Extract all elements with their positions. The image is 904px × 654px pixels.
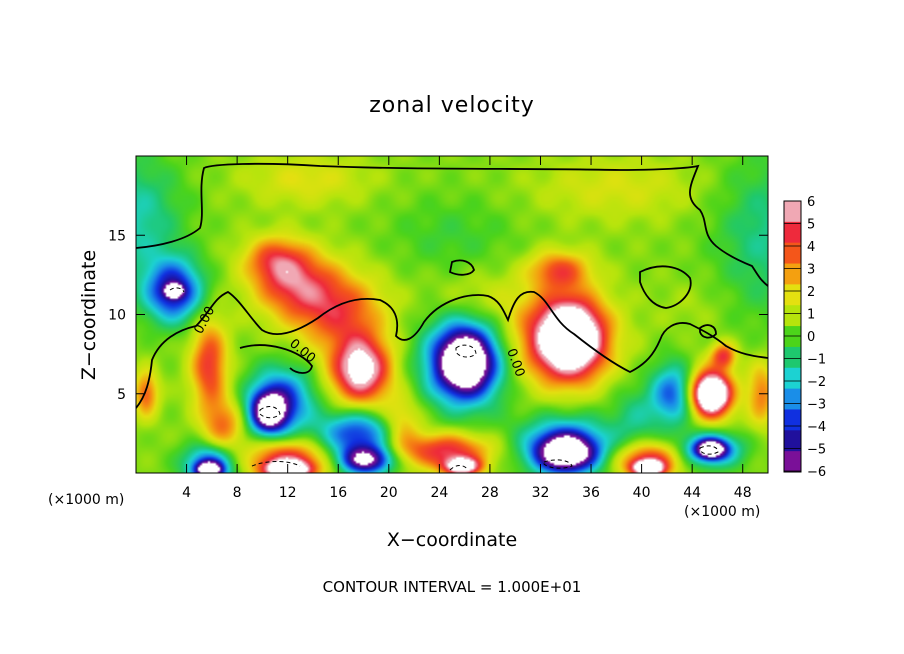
x-tick-label: 12 [279, 485, 297, 501]
velocity-field-image [136, 156, 768, 473]
colorbar: 6 5 4 3 2 1 0 −1 −2 −3 −4 −5 −6 [783, 195, 826, 480]
colorbar-tick-label: −4 [807, 420, 826, 435]
contour-zero-loop-2 [639, 265, 692, 309]
x-tick-label: 4 [182, 485, 191, 501]
zero-contours [136, 162, 768, 471]
colorbar-swatch [784, 305, 801, 327]
contour-negative-2 [455, 344, 477, 358]
colorbar-swatch [784, 409, 801, 431]
contour-zero-loop-3 [699, 324, 717, 339]
chart-title: zonal velocity [369, 93, 535, 118]
contour-zero-upper [136, 162, 768, 287]
colorbar-swatch [784, 221, 801, 244]
colorbar-swatch [784, 367, 801, 390]
contour-negative-3 [699, 445, 719, 455]
contour-interval-note: CONTOUR INTERVAL = 1.000E+01 [323, 578, 582, 596]
colorbar-tick-label: 4 [807, 240, 815, 255]
contour-zero-loop-1 [448, 259, 475, 276]
contour-zero-lower-left [136, 290, 768, 409]
y-axis-label: Z−coordinate [78, 250, 100, 380]
y-tick-label: 10 [108, 308, 126, 324]
x-tick-label: 32 [532, 485, 550, 501]
x-tick-label: 16 [329, 485, 347, 501]
colorbar-swatch [784, 201, 801, 223]
colorbar-swatch [784, 326, 801, 348]
y-tick-label: 15 [108, 228, 126, 244]
x-axis-label: X−coordinate [387, 529, 517, 551]
colorbar-tick-label: 5 [807, 218, 815, 233]
colorbar-swatch [784, 242, 801, 265]
x-tick-label: 40 [633, 485, 651, 501]
colorbar-swatch [784, 263, 801, 285]
contour-negative-1 [259, 406, 281, 419]
x-axis-ticks: 4 8 12 16 20 24 28 32 36 40 44 48 [182, 156, 752, 501]
colorbar-tick-label: 0 [807, 330, 815, 345]
contour-negative-4 [543, 459, 573, 469]
contour-negative-7 [169, 287, 185, 293]
colorbar-swatch [784, 284, 801, 306]
colorbar-tick-label: −1 [807, 353, 826, 368]
colorbar-swatch [784, 430, 801, 452]
contour-negative-5 [251, 461, 301, 467]
x-tick-label: 48 [734, 485, 752, 501]
colorbar-swatch [784, 451, 801, 473]
x-axis-unit: (×1000 m) [684, 504, 760, 520]
colorbar-swatch [784, 346, 801, 369]
colorbar-swatch [784, 388, 801, 410]
x-tick-label: 36 [582, 485, 600, 501]
colorbar-tick-label: −5 [807, 443, 826, 458]
plot-area: 0.00 0.00 0.00 4 8 12 16 20 24 28 32 36 40 44 48 51… [108, 155, 769, 501]
x-tick-label: 20 [380, 485, 398, 501]
x-tick-label: 44 [683, 485, 701, 501]
colorbar-tick-label: 1 [807, 308, 815, 323]
colorbar-tick-label: −3 [807, 398, 826, 413]
x-tick-label: 8 [233, 485, 242, 501]
contour-zero-loop-4 [239, 344, 313, 374]
colorbar-tick-label: −2 [807, 375, 826, 390]
x-tick-label: 24 [430, 485, 448, 501]
x-tick-label: 28 [481, 485, 499, 501]
y-tick-label: 5 [117, 387, 126, 403]
y-axis-unit: (×1000 m) [48, 492, 124, 508]
colorbar-tick-label: 3 [807, 263, 815, 278]
colorbar-tick-label: 2 [807, 285, 815, 300]
contour-negative-6 [449, 465, 469, 471]
colorbar-tick-label: −6 [807, 465, 826, 480]
colorbar-tick-label: 6 [807, 195, 815, 210]
y-axis-ticks: 5 10 15 [108, 228, 768, 403]
